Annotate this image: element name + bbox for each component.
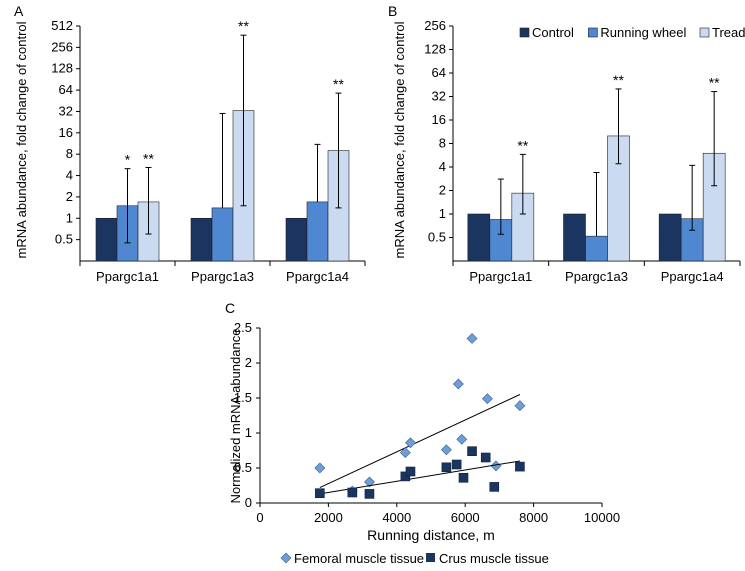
- chart-a-y-tick-label: 64: [59, 82, 73, 97]
- chart-c-point-crus: [458, 472, 469, 483]
- chart-b-y-tick-label: 0.5: [428, 230, 446, 245]
- chart-c-y-tick-label: 2.5: [234, 320, 252, 335]
- panel-label-c: C: [225, 300, 235, 316]
- chart-b-y-tick-label: 2: [439, 183, 446, 198]
- panel-label-a: A: [14, 3, 24, 19]
- chart-c-legend-label: Crus muscle tissue: [439, 551, 549, 566]
- chart-a-bar-running-wheel-ppargc1a4: [306, 201, 329, 262]
- chart-c-point-crus: [467, 446, 477, 457]
- chart-c-point-crus: [347, 487, 358, 498]
- chart-c-x-tick-label: 10000: [584, 510, 620, 525]
- chart-c-ylabel: Normalized mRNA abundance: [228, 329, 243, 504]
- chart-c-point-femoral: [364, 476, 375, 488]
- chart-a-category-label: Ppargc1a3: [191, 269, 254, 284]
- chart-a-y-tick-label: 1: [66, 210, 73, 225]
- chart-a: 0.5 1 2 4 8 16 32 64 128 256 512 Ppargc1a1 Ppargc1a3…: [51, 18, 366, 284]
- chart-c-xlabel: Running distance, m: [367, 527, 495, 543]
- chart-c-y-tick-label: 1.5: [234, 390, 252, 405]
- chart-b-category-label: Ppargc1a1: [469, 269, 532, 284]
- chart-a-bar-control-ppargc1a3: [190, 217, 213, 262]
- chart-b-legend-swatch-control: [519, 27, 530, 38]
- chart-b-category-label: Ppargc1a3: [565, 269, 628, 284]
- chart-a-bar-control-ppargc1a1: [95, 217, 118, 262]
- chart-b-legend-label: Control: [532, 25, 574, 40]
- chart-c-trendline-femoral-muscle-tissue: [319, 394, 521, 489]
- chart-a-bar-control-ppargc1a4: [285, 217, 308, 262]
- chart-a-significance-label: **: [143, 150, 154, 166]
- chart-b: 0.5 1 2 4 8 16 32 64 128 256 Ppargc1a1 Ppargc1a3 Ppa…: [424, 18, 745, 284]
- chart-a-y-tick-label: 32: [59, 103, 73, 118]
- chart-b-y-tick-label: 32: [432, 89, 446, 104]
- chart-c-legend-marker-crus: [426, 553, 435, 562]
- chart-b-significance-label: **: [613, 72, 624, 88]
- chart-c-point-crus: [515, 461, 525, 472]
- chart-b-legend-swatch-treadmill: [699, 27, 710, 38]
- chart-c-point-crus: [315, 488, 325, 499]
- chart-c-x-tick-label: 8000: [519, 510, 548, 525]
- chart-b-legend-swatch-running-wheel: [588, 27, 598, 38]
- chart-c-point-crus: [405, 466, 416, 477]
- chart-b-category-label: Ppargc1a4: [661, 269, 724, 284]
- chart-c-y-tick-label: 1: [245, 425, 252, 440]
- chart-b-bar-control-ppargc1a1: [467, 213, 491, 262]
- chart-c-y-tick-label: 0: [245, 495, 252, 510]
- chart-c-x-tick-label: 4000: [382, 510, 411, 525]
- chart-b-y-tick-label: 4: [439, 159, 446, 174]
- chart-b-legend-label: Running wheel: [600, 25, 686, 40]
- chart-b-y-tick-label: 256: [424, 18, 446, 33]
- chart-a-significance-label: *: [125, 152, 131, 168]
- chart-c-point-femoral: [514, 400, 526, 412]
- chart-a-y-tick-label: 256: [51, 39, 73, 54]
- chart-b-y-tick-label: 64: [432, 65, 446, 80]
- chart-c-point-crus: [451, 459, 462, 470]
- chart-b-legend-label: Treadmill: [712, 25, 745, 40]
- chart-b-y-tick-label: 16: [432, 112, 446, 127]
- chart-c-point-femoral: [456, 433, 468, 445]
- chart-a-y-tick-label: 2: [66, 189, 73, 204]
- chart-a-y-tick-label: 512: [51, 18, 73, 33]
- chart-c-y-tick-label: 2: [245, 355, 252, 370]
- chart-c-legend-marker-femoral: [280, 552, 292, 564]
- chart-b-significance-label: **: [517, 137, 528, 153]
- chart-a-category-label: Ppargc1a4: [286, 269, 349, 284]
- chart-c-legend-label: Femoral muscle tissue: [294, 551, 424, 566]
- chart-b-ylabel: mRNA abundance, fold change of control: [392, 21, 407, 258]
- chart-c-point-femoral: [452, 378, 464, 390]
- chart-c: 0 0.5 1 1.5 2 2.5 0 2000 4000 6000 8000 10000 Femora…: [234, 320, 620, 566]
- chart-b-bar-running-wheel-ppargc1a3: [585, 235, 608, 262]
- chart-c-y-tick-label: 0.5: [234, 460, 252, 475]
- chart-b-bar-control-ppargc1a4: [658, 213, 682, 262]
- chart-b-significance-label: **: [709, 75, 720, 91]
- chart-a-significance-label: **: [238, 18, 249, 34]
- chart-c-point-femoral: [399, 447, 411, 459]
- chart-a-y-tick-label: 16: [59, 125, 73, 140]
- chart-a-y-tick-label: 0.5: [55, 232, 73, 247]
- chart-a-bar-running-wheel-ppargc1a3: [211, 207, 234, 262]
- chart-a-y-tick-label: 128: [51, 61, 73, 76]
- chart-c-point-femoral: [405, 437, 416, 449]
- chart-c-point-femoral: [440, 444, 452, 456]
- chart-a-y-tick-label: 4: [66, 168, 73, 183]
- panel-label-b: B: [388, 3, 397, 19]
- chart-c-point-crus: [480, 452, 491, 463]
- chart-a-category-label: Ppargc1a1: [96, 269, 159, 284]
- chart-b-y-tick-label: 8: [439, 136, 446, 151]
- chart-c-x-tick-label: 6000: [451, 510, 480, 525]
- chart-b-y-tick-label: 1: [439, 206, 446, 221]
- chart-c-x-tick-label: 0: [256, 510, 263, 525]
- chart-c-x-tick-label: 2000: [314, 510, 343, 525]
- chart-c-point-femoral: [466, 333, 478, 344]
- chart-c-point-crus: [400, 471, 411, 482]
- chart-c-point-crus: [364, 489, 375, 499]
- chart-a-ylabel: mRNA abundance, fold change of control: [14, 21, 29, 258]
- chart-a-y-tick-label: 8: [66, 146, 73, 161]
- chart-c-point-femoral: [314, 462, 326, 474]
- chart-b-y-tick-label: 128: [424, 42, 446, 57]
- chart-c-point-femoral: [482, 393, 493, 405]
- chart-a-significance-label: **: [333, 76, 344, 92]
- chart-c-point-crus: [489, 482, 500, 492]
- chart-c-point-crus: [441, 462, 452, 473]
- chart-b-bar-control-ppargc1a3: [563, 213, 586, 262]
